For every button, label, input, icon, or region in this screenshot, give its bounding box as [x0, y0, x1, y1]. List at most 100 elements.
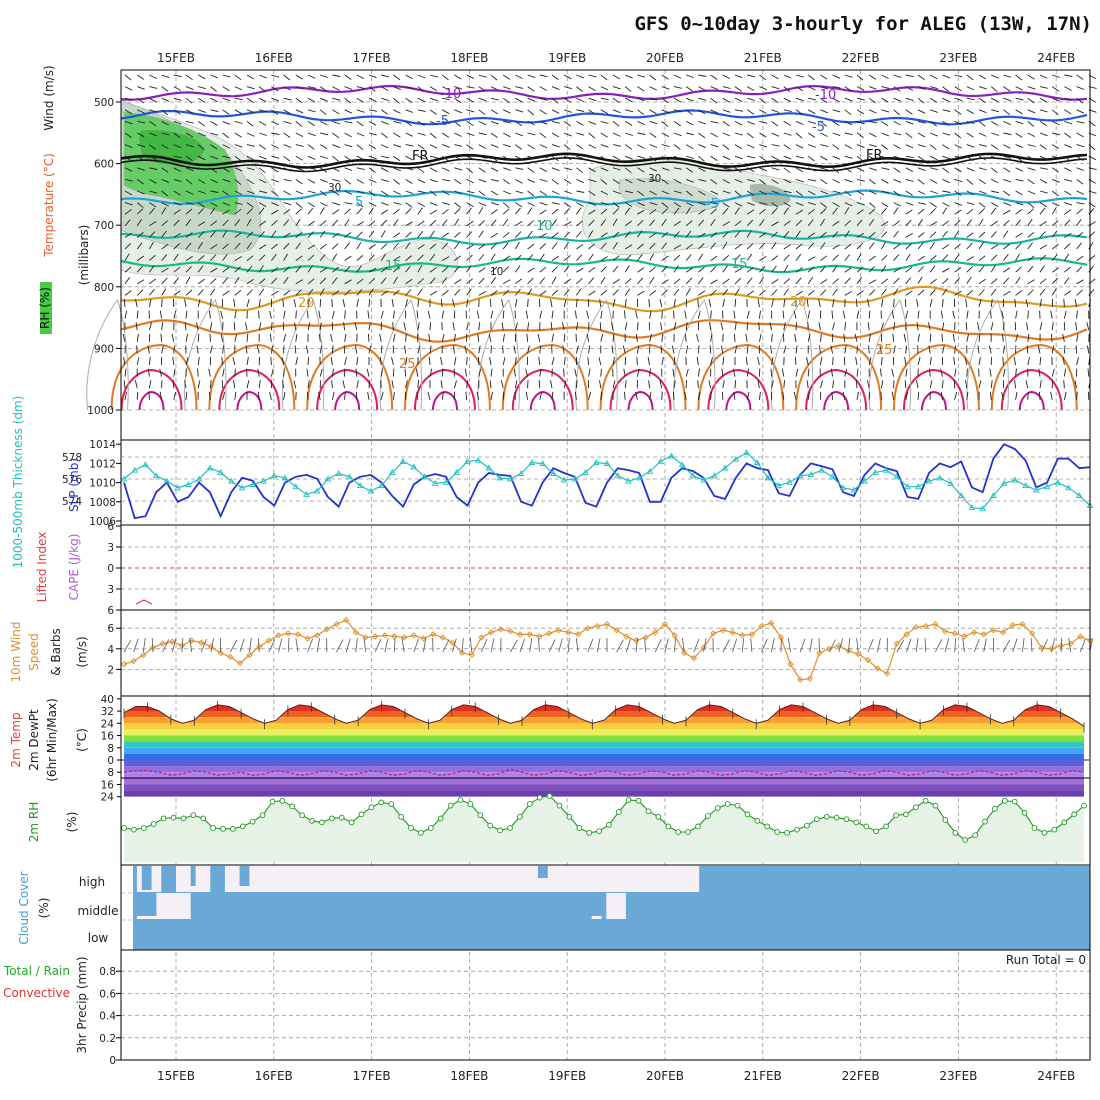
upper-wind-barb [868, 310, 871, 319]
upper-wind-barb [271, 209, 279, 215]
upper-wind-barb [295, 97, 303, 104]
upper-wind-barb [759, 144, 768, 148]
upper-wind-barb [868, 179, 876, 185]
upper-wind-barb [417, 288, 423, 296]
thickness-marker [550, 470, 557, 476]
upper-wind-barb [625, 155, 633, 160]
wind10m-marker [941, 628, 949, 635]
upper-wind-barb [123, 380, 126, 389]
upper-wind-barb [185, 333, 188, 342]
upper-wind-barb [476, 391, 480, 400]
upper-wind-barb [844, 207, 850, 215]
upper-wind-barb [1039, 299, 1042, 308]
upper-wind-barb [476, 310, 480, 319]
upper-wind-barb [917, 310, 920, 319]
rh2m-marker [309, 817, 315, 824]
rh2m-marker [507, 825, 513, 831]
upper-wind-barb [625, 74, 633, 79]
upper-wind-barb [588, 144, 596, 149]
upper-wind-barb [637, 109, 645, 115]
upper-wind-barb [1003, 219, 1010, 227]
surface-heat-contour-inner [511, 368, 574, 411]
wind10m-barb [924, 637, 927, 653]
upper-wind-barb [831, 310, 834, 319]
upper-wind-barb [149, 167, 158, 170]
upper-wind-barb [697, 345, 700, 354]
upper-wind-barb [393, 276, 398, 285]
upper-wind-barb [808, 178, 817, 182]
upper-wind-barb [819, 380, 823, 389]
upper-wind-barb [160, 333, 163, 342]
upper-wind-barb [1063, 380, 1065, 389]
upper-wind-barb [136, 333, 139, 342]
upper-wind-barb [417, 278, 425, 285]
upper-wind-barb [368, 97, 377, 102]
upper-wind-barb [818, 299, 821, 308]
upper-wind-barb [954, 209, 962, 215]
upper-wind-barb [747, 97, 756, 101]
rh2m-marker [833, 814, 840, 821]
upper-wind-barb [710, 218, 716, 227]
rh2m-marker [131, 826, 137, 833]
upper-wind-barb [734, 267, 743, 273]
upper-wind-barb [210, 230, 216, 238]
rh2m-marker [170, 814, 177, 821]
upper-wind-barb [332, 155, 339, 162]
upper-wind-barb [832, 86, 841, 89]
wind10m-barb [625, 638, 631, 653]
upper-wind-barb [173, 178, 182, 182]
thickness-marker [829, 473, 836, 480]
upper-wind-barb [722, 167, 731, 171]
surface-heat-contour [110, 343, 198, 411]
upper-wind-barb [318, 310, 321, 319]
upper-wind-barb [344, 255, 352, 261]
upper-wind-barb [234, 97, 243, 101]
upper-wind-barb [636, 322, 639, 331]
cloud-clear-low [136, 916, 167, 919]
upper-wind-barb [403, 322, 407, 331]
upper-wind-barb [527, 254, 534, 261]
upper-wind-barb [234, 109, 243, 114]
upper-wind-barb [478, 74, 487, 78]
upper-wind-barb [319, 109, 327, 116]
upper-wind-barb [452, 322, 455, 331]
rh-label-30-b: 30 [648, 173, 661, 185]
upper-wind-barb [1064, 266, 1071, 273]
panel-precip-frame [120, 949, 1091, 1061]
upper-wind-barb [137, 167, 145, 171]
upper-wind-barb [283, 178, 292, 182]
upper-wind-barb [295, 109, 304, 114]
surface-heat-contour-core [627, 390, 654, 411]
upper-wind-barb [600, 155, 608, 162]
surface-heat-contour-core [334, 390, 361, 411]
upper-wind-barb [269, 333, 272, 342]
upper-wind-barb [258, 121, 267, 126]
upper-wind-barb [490, 391, 493, 400]
upper-wind-barb [161, 97, 170, 102]
upper-wind-barb [783, 155, 792, 160]
upper-wind-barb [500, 380, 504, 389]
upper-wind-barb [771, 289, 778, 296]
upper-wind-barb [295, 289, 302, 296]
upper-wind-barb [990, 299, 993, 308]
upper-wind-barb [869, 144, 878, 148]
upper-wind-barb [514, 299, 518, 308]
upper-wind-barb [698, 209, 706, 215]
upper-wind-barb [427, 310, 431, 319]
rh2m-marker [427, 825, 434, 831]
wind10m-barb [452, 638, 457, 653]
upper-wind-barb [783, 190, 792, 194]
upper-wind-barb [136, 310, 139, 319]
upper-wind-barb [490, 144, 499, 149]
upper-wind-barb [466, 202, 474, 208]
upper-wind-barb [769, 322, 773, 331]
rh2m-marker [418, 829, 424, 836]
upper-wind-barb [1050, 391, 1053, 400]
upper-wind-barb [478, 345, 481, 354]
upper-wind-barb [759, 232, 767, 238]
upper-wind-barb [881, 202, 889, 208]
upper-wind-barb [844, 86, 852, 92]
upper-wind-barb [587, 356, 590, 366]
upper-wind-barb [807, 155, 815, 162]
rh-label-30: 30 [328, 182, 341, 194]
